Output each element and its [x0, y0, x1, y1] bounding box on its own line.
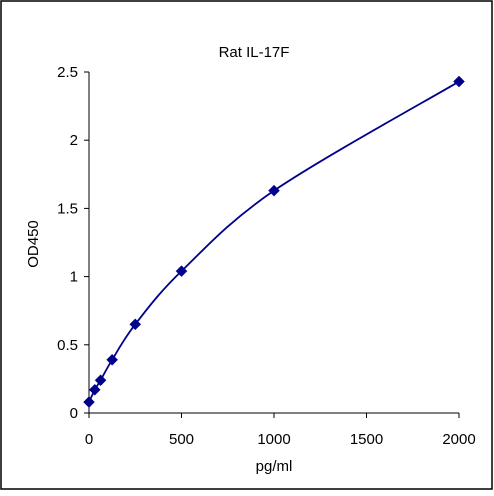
- y-tick-label: 0.5: [57, 337, 78, 354]
- x-tick-label: 1500: [350, 431, 383, 448]
- data-point-marker: [83, 396, 95, 408]
- x-tick-label: 500: [169, 431, 194, 448]
- data-point-marker: [453, 75, 465, 88]
- y-tick-label: 0: [70, 405, 78, 422]
- data-point-marker: [94, 374, 107, 387]
- data-point-marker: [175, 265, 188, 277]
- data-point-marker: [106, 353, 118, 366]
- y-tick-label: 1.5: [57, 200, 78, 217]
- chart-title: Rat IL-17F: [219, 44, 290, 61]
- y-tick-label: 2: [70, 132, 78, 149]
- data-point-marker: [268, 184, 280, 197]
- y-tick-label: 2.5: [57, 64, 78, 81]
- y-axis-label: OD450: [25, 220, 42, 268]
- data-points-layer: [83, 75, 465, 408]
- x-tick-label: 1000: [257, 431, 290, 448]
- data-point-marker: [129, 318, 142, 331]
- x-axis-label: pg/ml: [256, 458, 293, 475]
- axes: 0 500 1000 1500 2000 0 0.5 1 1.5 2 2.5: [57, 64, 476, 448]
- x-tick-label: 2000: [442, 431, 475, 448]
- x-tick-label: 0: [85, 431, 93, 448]
- y-tick-label: 1: [70, 269, 78, 286]
- data-point-marker: [88, 383, 101, 396]
